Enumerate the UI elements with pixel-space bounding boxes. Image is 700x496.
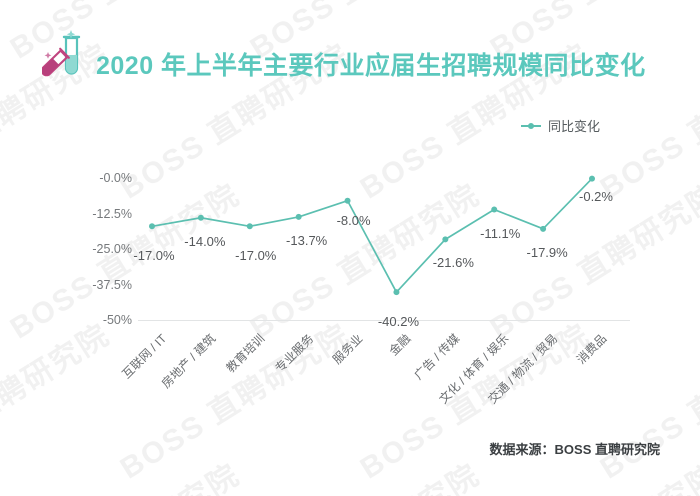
data-point-marker[interactable]: [589, 175, 595, 182]
data-point-label-9: -0.2%: [579, 188, 613, 204]
data-point-marker[interactable]: [442, 236, 449, 243]
chart-legend: 同比变化: [521, 116, 600, 135]
data-source-note: 数据来源：BOSS 直聘研究院: [489, 442, 660, 457]
y-axis-tick-1: -12.5%: [92, 206, 132, 221]
chart-header: 2020 年上半年主要行业应届生招聘规模同比变化: [0, 0, 700, 105]
data-point-label-7: -11.1%: [480, 225, 521, 241]
data-point-marker[interactable]: [344, 197, 351, 204]
data-point-marker[interactable]: [246, 223, 253, 230]
y-axis-tick-4: -50%: [102, 313, 132, 327]
y-axis-tick-labels: -0.0% -12.5% -25.0% -37.5% -50%: [0, 0, 132, 496]
data-point-marker[interactable]: [197, 214, 204, 221]
data-point-marker[interactable]: [295, 213, 302, 220]
data-point-marker[interactable]: [491, 206, 498, 213]
data-point-marker[interactable]: [393, 289, 400, 296]
x-axis-baseline: [138, 320, 630, 321]
data-point-label-1: -14.0%: [184, 233, 226, 249]
data-point-marker[interactable]: [149, 223, 155, 230]
y-axis-tick-0: -0.0%: [99, 171, 132, 185]
data-point-label-5: -40.2%: [377, 314, 420, 330]
legend-label: 同比变化: [548, 119, 601, 134]
page-title: 2020 年上半年主要行业应届生招聘规模同比变化: [96, 52, 646, 80]
test-tube-icon: [40, 28, 88, 86]
y-axis-tick-3: -37.5%: [92, 277, 132, 292]
y-axis-tick-2: -25.0%: [92, 242, 132, 256]
data-point-label-2: -17.0%: [235, 248, 277, 264]
data-point-label-0: -17.0%: [133, 248, 175, 264]
data-point-label-3: -13.7%: [286, 232, 328, 248]
data-point-label-4: -8.0%: [336, 212, 371, 228]
data-point-marker[interactable]: [540, 225, 547, 232]
series-line: [151, 177, 593, 294]
data-point-label-6: -21.6%: [432, 255, 474, 271]
data-point-label-8: -17.9%: [526, 244, 568, 260]
legend-marker-icon: [521, 121, 541, 131]
